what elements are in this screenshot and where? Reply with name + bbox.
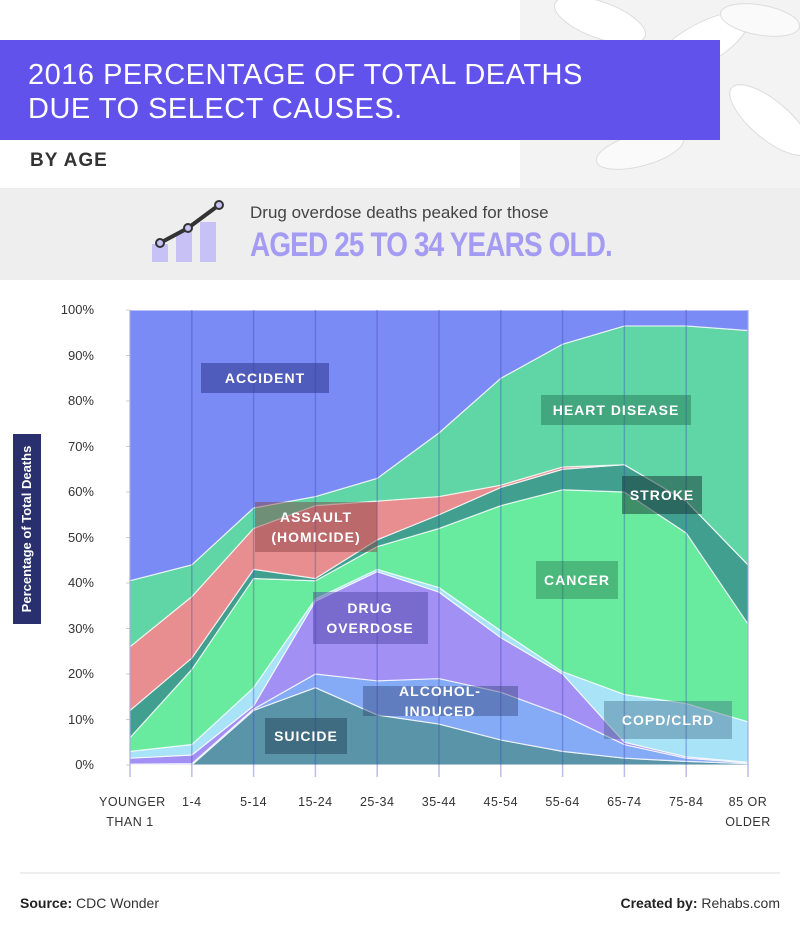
source-label: Source: [20, 895, 73, 911]
y-tick-label: 90% [67, 347, 94, 363]
x-tick-label: 55-64 [545, 795, 580, 809]
y-tick-label: 70% [67, 438, 94, 454]
x-tick-label: 5-14 [240, 795, 268, 809]
credit-text: Rehabs.com [701, 895, 780, 911]
y-tick-label: 100% [60, 302, 94, 317]
source: Source: CDC Wonder [20, 895, 159, 911]
area-label: ACCIDENT [201, 363, 329, 393]
title-banner [0, 40, 720, 140]
callout-band [0, 188, 800, 280]
source-text: CDC Wonder [76, 895, 160, 911]
area-label: ALCOHOL-INDUCED [362, 683, 518, 719]
area-label: DRUG OVERDOSE [312, 592, 428, 644]
x-tick-label: 1-4 [182, 795, 202, 809]
y-tick-label: 30% [67, 620, 94, 636]
y-tick-label: 20% [67, 666, 94, 681]
area-label: STROKE [622, 476, 702, 514]
x-tick-label: 65-74 [607, 795, 642, 809]
area-label: ASSAULT (HOMICIDE) [255, 502, 377, 552]
x-tick-label: 25-34 [359, 795, 395, 809]
y-tick-label: 60% [67, 484, 94, 499]
credit-label: Created by: [620, 895, 698, 911]
x-tick-label: 85 OR OLDER [725, 795, 771, 829]
area-label: COPD/CLRD [604, 701, 732, 739]
area-label: HEART DISEASE [541, 395, 691, 425]
subtitle: BY AGE [30, 150, 108, 171]
x-tick-label: YOUNGER THAN 1 [99, 795, 166, 829]
callout-icon [152, 200, 224, 262]
area-label: SUICIDE [265, 718, 347, 754]
callout-text: Drug overdose deaths peaked for those [250, 203, 549, 222]
y-tick-label: 0% [75, 757, 94, 772]
x-tick-label: 45-54 [483, 795, 519, 809]
title-line: DUE TO SELECT CAUSES. [28, 93, 403, 125]
x-tick-label: 75-84 [668, 795, 704, 809]
credit: Created by: Rehabs.com [620, 895, 780, 911]
y-tick-label: 10% [67, 711, 94, 727]
title-line: 2016 PERCENTAGE OF TOTAL DEATHS [28, 59, 583, 91]
callout-highlight: AGED 25 TO 34 YEARS OLD. [250, 226, 613, 264]
y-tick-label: 80% [67, 393, 94, 408]
x-tick-label: 35-44 [421, 795, 457, 809]
title: 2016 PERCENTAGE OF TOTAL DEATHS DUE TO S… [28, 58, 583, 126]
area-label: CANCER [536, 561, 618, 599]
x-tick-label: 15-24 [298, 795, 333, 809]
y-tick-label: 40% [67, 575, 94, 590]
y-tick-label: 50% [67, 529, 94, 545]
